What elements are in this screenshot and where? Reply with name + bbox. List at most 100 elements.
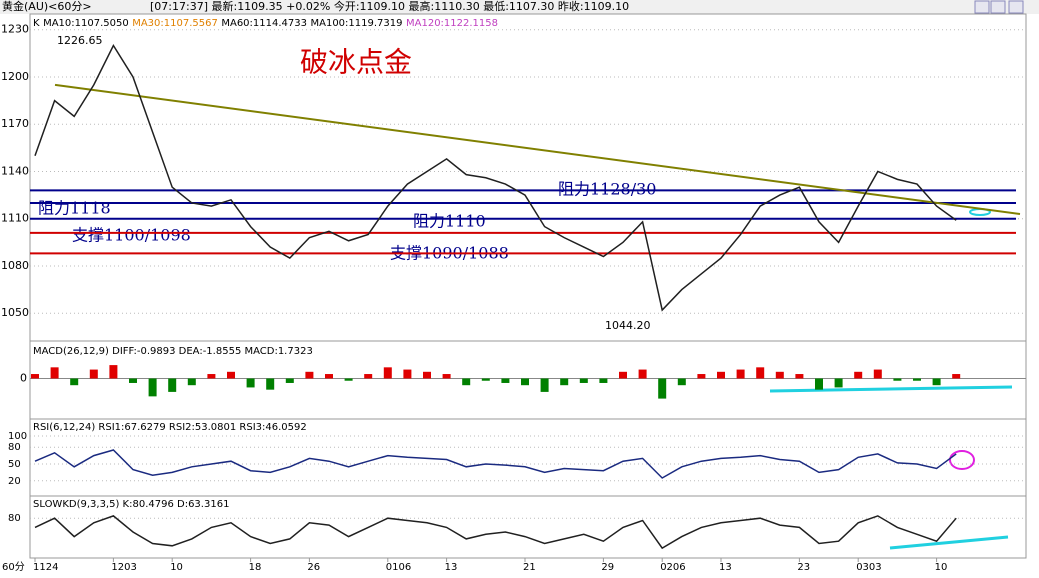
- macd-bar: [442, 374, 451, 379]
- x-tick-label: 13: [719, 562, 732, 573]
- macd-bar: [423, 371, 431, 379]
- x-tick-label: 23: [797, 562, 810, 573]
- divergence-line: [769, 385, 1013, 393]
- macd-bar: [893, 378, 902, 381]
- macd-label: MACD(26,12,9) DIFF:-0.9893 DEA:-1.8555 M…: [33, 346, 313, 357]
- macd-bar: [246, 378, 255, 388]
- legend-entry: MA100:1119.7319: [310, 18, 402, 29]
- nav-up[interactable]: [1008, 0, 1024, 14]
- macd-bar: [70, 378, 79, 386]
- macd-bar: [227, 371, 235, 379]
- macd-bar: [775, 371, 784, 379]
- y-tick-label: 100: [8, 431, 27, 442]
- macd-bar: [325, 374, 333, 379]
- macd-bar: [736, 369, 745, 379]
- x-tick-label: 29: [601, 562, 614, 573]
- annotation: 阻力1118: [38, 199, 111, 218]
- nav-right[interactable]: [990, 0, 1006, 14]
- price-line: [34, 43, 957, 312]
- macd-bar: [677, 378, 686, 386]
- x-tick-label: 10: [170, 562, 183, 573]
- y-tick-label: 1230: [1, 23, 29, 36]
- x-tick-label: 1124: [33, 562, 58, 573]
- macd-bar: [756, 367, 765, 379]
- symbol: 黄金(AU)<60分>: [2, 0, 92, 13]
- macd-bar: [501, 378, 510, 383]
- annotation-bg: [556, 179, 659, 199]
- annotation: 阻力1128/30: [558, 180, 656, 199]
- x-tick-label: 26: [307, 562, 320, 573]
- y-tick-label: 80: [8, 513, 21, 524]
- macd-bar: [129, 378, 137, 383]
- kd-line: [34, 515, 957, 550]
- kd-panel: [29, 495, 1027, 559]
- y-tick-label: 50: [8, 459, 21, 470]
- macd-bar: [481, 378, 490, 381]
- macd-bar: [913, 378, 921, 381]
- macd-bar: [168, 378, 177, 392]
- legend-entry: MA10:1107.5050: [43, 18, 129, 29]
- macd-bar: [638, 369, 647, 379]
- y-tick-label: 1200: [1, 70, 29, 83]
- quote: [07:17:37] 最新:1109.35 +0.02% 今开:1109.10 …: [150, 0, 629, 13]
- macd-bar: [697, 374, 706, 379]
- y-tick-label: 1140: [1, 164, 29, 177]
- macd-bar: [873, 369, 882, 379]
- macd-bar: [89, 369, 98, 379]
- rsi-label: RSI(6,12,24) RSI1:67.6279 RSI2:53.0801 R…: [33, 422, 307, 433]
- macd-bar: [187, 378, 196, 386]
- y-tick-label: 1080: [1, 259, 29, 272]
- macd-bar: [540, 378, 549, 392]
- macd-bar: [109, 365, 118, 379]
- annotation: 1226.65: [57, 34, 103, 47]
- annotation-bg: [411, 211, 488, 231]
- annotation: 1044.20: [605, 319, 651, 332]
- macd-bar: [560, 378, 569, 386]
- y-tick-label: 1110: [1, 212, 29, 225]
- macd-bar: [521, 378, 529, 386]
- x-tick-label: 1203: [111, 562, 136, 573]
- macd-bar: [344, 378, 353, 381]
- macd-bar: [854, 371, 863, 379]
- y-tick-label: 1050: [1, 306, 29, 319]
- legend: K MA10:1107.5050 MA30:1107.5567 MA60:111…: [33, 16, 498, 29]
- macd-bar: [266, 378, 275, 390]
- highlight: [949, 450, 975, 470]
- macd-bar: [207, 374, 216, 379]
- legend-entry: K: [33, 18, 40, 29]
- chart-title: 破冰点金: [300, 46, 412, 79]
- x-tick-label: 0206: [660, 562, 685, 573]
- macd-bar: [795, 374, 804, 379]
- x-tick-label: 21: [523, 562, 536, 573]
- header-bar: [0, 0, 1039, 14]
- annotation: 阻力1110: [413, 212, 486, 231]
- legend-entry: MA30:1107.5567: [132, 18, 218, 29]
- annotation: 支撑1100/1098: [72, 226, 191, 245]
- macd-bar: [932, 378, 941, 386]
- y-tick-label: 0: [20, 372, 27, 385]
- x-tick-label: 0106: [386, 562, 411, 573]
- rsi-line: [34, 449, 957, 479]
- macd-bar: [285, 378, 294, 383]
- nav-left[interactable]: [974, 0, 990, 14]
- macd-bar: [579, 378, 588, 383]
- macd-bar: [717, 371, 725, 379]
- macd-bar: [599, 378, 608, 383]
- period: 60分: [2, 561, 25, 573]
- macd-bar: [815, 378, 823, 390]
- macd-bar: [658, 378, 667, 399]
- x-tick-label: 10: [935, 562, 948, 573]
- macd-bar: [305, 371, 314, 379]
- macd-bar: [148, 378, 157, 397]
- legend-entry: MA60:1114.4733: [221, 18, 307, 29]
- macd-bar: [462, 378, 471, 386]
- macd-bar: [834, 378, 843, 388]
- macd-bar: [403, 369, 412, 379]
- macd-bar: [50, 367, 59, 379]
- annotation-bg: [70, 225, 193, 245]
- x-tick-label: 13: [445, 562, 458, 573]
- kd-label: SLOWKD(9,3,3,5) K:80.4796 D:63.3161: [33, 499, 229, 510]
- y-tick-label: 1170: [1, 117, 29, 130]
